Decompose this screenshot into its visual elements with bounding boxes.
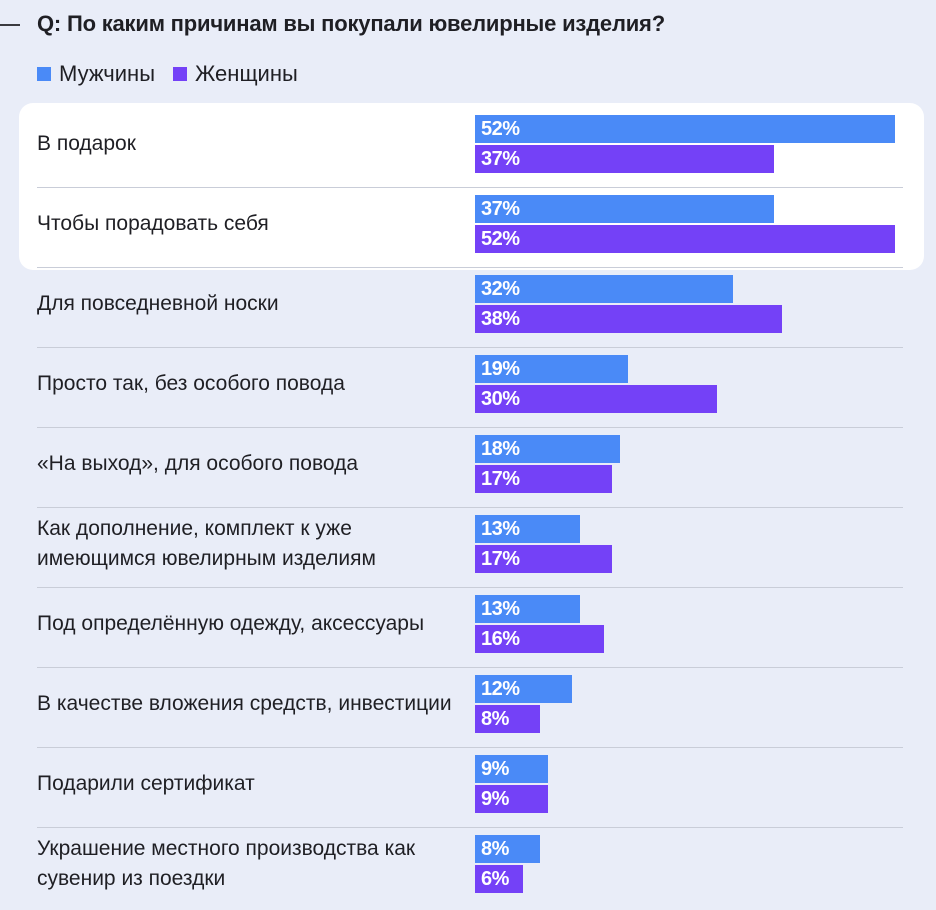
chart-title: Q: По каким причинам вы покупали ювелирн… [37,11,665,36]
legend-item-women: Женщины [173,61,298,87]
bar-value-label: 18% [481,438,520,460]
row-divider [37,587,903,588]
bar-value-label: 17% [481,468,520,490]
legend-swatch-women [173,67,188,81]
bar-women [475,305,782,333]
row-divider [37,747,903,748]
category-label: Подарили сертификат [37,772,255,795]
header-dash [0,24,20,26]
row-divider [37,267,903,268]
category-label: Для повседневной носки [37,292,279,315]
bar-value-label: 8% [481,838,509,860]
legend-label-women: Женщины [195,61,298,86]
bar-value-label: 13% [481,518,520,540]
bar-men [475,755,548,783]
bar-value-label: 8% [481,708,509,730]
row-divider [37,427,903,428]
bar-value-label: 6% [481,868,509,890]
row-divider [37,827,903,828]
row-divider [37,347,903,348]
category-label: Просто так, без особого повода [37,372,345,395]
category-label: Как дополнение, комплект к уже имеющимся… [37,517,376,570]
category-label: Чтобы порадовать себя [37,212,269,235]
bar-value-label: 12% [481,678,520,700]
bar-value-label: 32% [481,278,520,300]
bar-women [475,465,612,493]
bar-men [475,115,895,143]
bar-women [475,145,774,173]
bar-women [475,545,612,573]
bar-women [475,865,523,893]
row-divider [37,667,903,668]
bar-women [475,225,895,253]
bar-value-label: 37% [481,148,520,170]
category-label: «На выход», для особого повода [37,452,359,475]
bar-value-label: 17% [481,548,520,570]
bar-men [475,195,774,223]
bar-value-label: 30% [481,388,520,410]
bar-men [475,595,580,623]
bar-value-label: 9% [481,788,509,810]
bar-value-label: 13% [481,598,520,620]
row-divider [37,187,903,188]
bar-men [475,675,572,703]
bar-men [475,435,620,463]
category-label: В качестве вложения средств, инвестиции [37,692,452,715]
bar-value-label: 16% [481,628,520,650]
bar-value-label: 37% [481,198,520,220]
bar-women [475,625,604,653]
bar-value-label: 38% [481,308,520,330]
row-divider [37,507,903,508]
category-label: В подарок [37,132,136,155]
legend-label-men: Мужчины [59,61,156,86]
legend: Мужчины Женщины [37,61,316,87]
bar-value-label: 52% [481,118,520,140]
bar-men [475,275,733,303]
bar-men [475,515,580,543]
bar-women [475,785,548,813]
bar-value-label: 19% [481,358,520,380]
bar-women [475,385,717,413]
legend-swatch-men [37,67,51,81]
bar-value-label: 52% [481,228,520,250]
bar-men [475,835,540,863]
category-label: Украшение местного производства как суве… [37,837,416,890]
category-label: Под определённую одежду, аксессуары [37,612,425,635]
bar-women [475,705,540,733]
legend-item-men: Мужчины [37,61,155,87]
bar-men [475,355,628,383]
bar-value-label: 9% [481,758,509,780]
